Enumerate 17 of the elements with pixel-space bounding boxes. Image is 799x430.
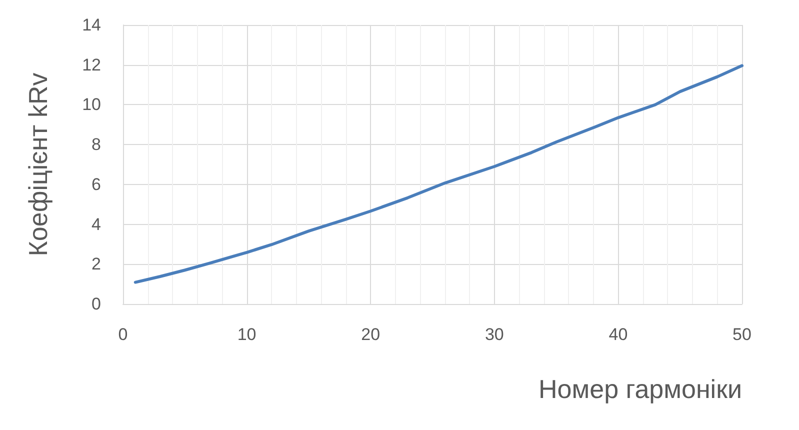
y-tick-label: 2 (92, 254, 101, 274)
y-tick-label: 12 (82, 55, 101, 74)
y-tick-label: 8 (92, 135, 101, 154)
line-series (134, 64, 744, 284)
x-tick-label: 0 (118, 325, 128, 344)
y-tick-label: 0 (92, 294, 101, 314)
y-axis-title: Коефіцієнт kRv (23, 72, 53, 256)
y-tick-label: 4 (92, 214, 101, 234)
y-tick-label: 14 (82, 16, 101, 34)
x-tick-label: 30 (484, 325, 504, 344)
y-tick-label: 10 (82, 95, 101, 114)
x-tick-label: 40 (608, 325, 628, 344)
x-tick-label: 50 (732, 325, 752, 344)
x-tick-label: 20 (361, 325, 380, 344)
x-tick-label: 10 (237, 325, 256, 344)
x-axis-title: Номер гармоніки (538, 374, 742, 404)
y-tick-label: 6 (92, 174, 101, 194)
